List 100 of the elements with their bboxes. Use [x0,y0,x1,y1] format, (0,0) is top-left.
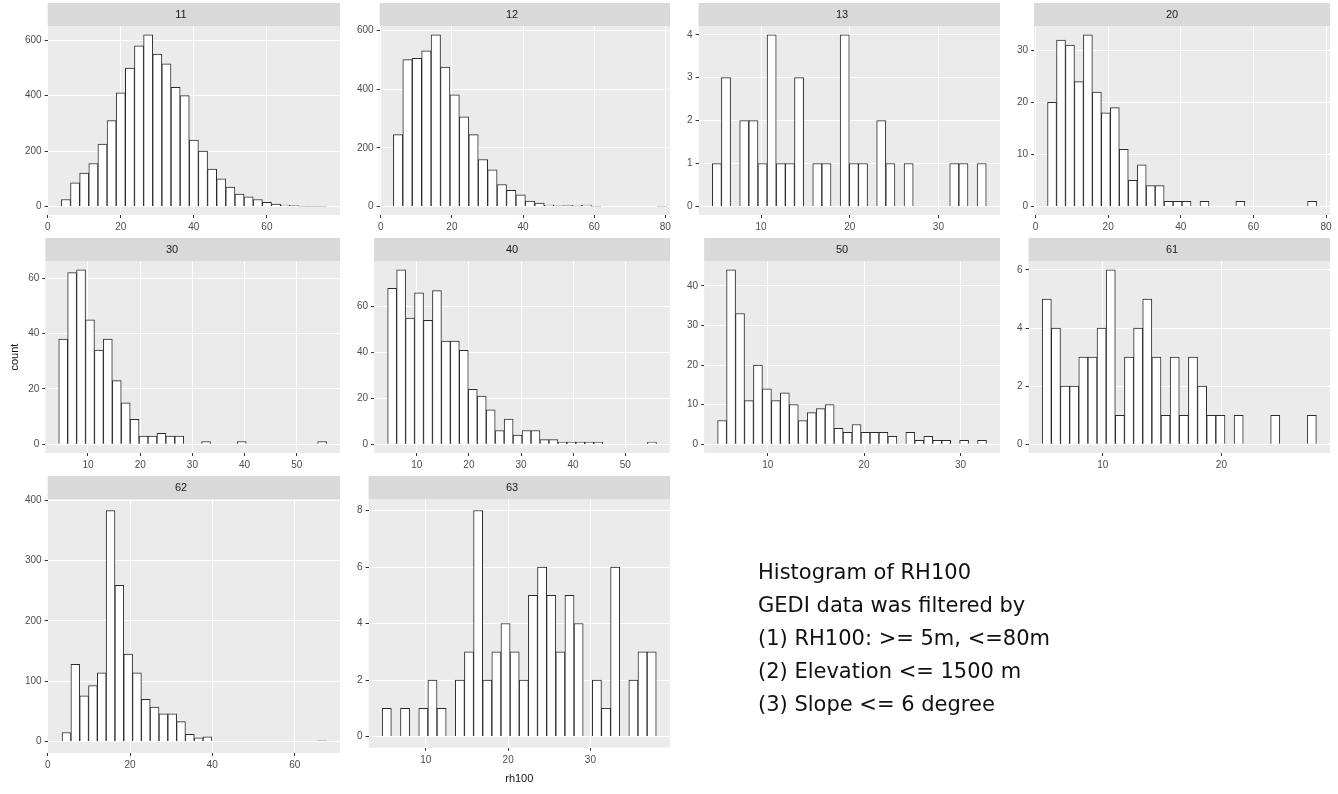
x-tick-label: 10 [420,753,432,765]
y-tick-label: 0 [33,438,40,450]
y-tick-label: 10 [687,398,699,410]
y-tick-label: 3 [687,71,693,83]
y-tick-label: 0 [692,438,699,450]
chart-title: 12 [505,7,519,20]
x-tick-label: 20 [502,753,515,765]
y-tick-label: 0 [368,200,375,212]
x-tick-label: 30 [186,458,199,470]
x-tick-label: 20 [858,458,871,470]
x-tick-label: 60 [588,220,601,232]
x-tick-label: 10 [82,458,94,470]
y-tick-label: 40 [687,279,699,291]
x-tick-label: 80 [659,220,672,232]
y-tick-label: 20 [687,358,699,370]
x-axis-title: rh100 [505,772,534,785]
y-tick-label: 600 [357,24,375,36]
x-tick-label: 0 [44,220,51,232]
x-tick-label: 50 [619,458,632,470]
y-tick-label: 200 [25,144,43,156]
y-tick-label: 2 [687,114,693,126]
y-tick-label: 6 [1017,263,1023,275]
x-tick-label: 60 [289,758,301,770]
y-tick-label: 30 [687,319,699,331]
y-tick-label: 60 [357,300,369,312]
x-tick-label: 10 [755,220,768,232]
y-tick-label: 20 [357,392,369,404]
text: (1) RH100: >= 5m, <=80m [758,625,1051,652]
y-tick-label: 400 [25,89,43,101]
y-tick-label: 6 [357,560,363,572]
y-tick-label: 20 [1017,96,1029,108]
chart-title: 13 [835,7,849,20]
y-tick-label: 400 [357,82,375,94]
x-tick-label: 40 [188,220,200,232]
y-tick-label: 60 [28,271,40,283]
y-tick-label: 0 [687,200,693,212]
x-tick-label: 40 [206,758,219,770]
x-tick-label: 20 [1102,220,1115,232]
y-tick-label: 4 [357,617,363,629]
x-tick-label: 30 [515,458,528,470]
chart-title: 62 [174,480,188,493]
x-tick-label: 0 [44,758,51,770]
x-tick-label: 20 [1215,458,1228,470]
y-tick-label: 300 [25,554,43,566]
y-tick-label: 0 [362,438,369,450]
x-tick-label: 40 [517,220,530,232]
y-tick-label: 0 [36,200,43,212]
y-tick-label: 600 [25,34,43,46]
y-tick-label: 4 [687,28,693,40]
x-tick-label: 40 [1175,220,1187,232]
y-tick-label: 0 [1017,438,1023,450]
x-tick-label: 10 [411,458,423,470]
x-tick-label: 40 [239,458,251,470]
y-tick-label: 0 [357,730,363,742]
chart-title: 50 [835,242,849,255]
x-tick-label: 20 [463,458,475,470]
x-tick-label: 60 [1247,220,1260,232]
x-tick-label: 30 [584,753,597,765]
y-tick-label: 0 [36,735,43,747]
x-tick-label: 20 [446,220,458,232]
x-tick-label: 30 [932,220,945,232]
chart-title: 30 [165,242,179,255]
chart-title: 63 [505,480,519,493]
x-tick-label: 40 [567,458,580,470]
x-tick-label: 80 [1320,220,1333,232]
y-tick-label: 40 [28,327,40,339]
x-tick-label: 60 [261,220,273,232]
x-tick-label: 10 [1097,458,1109,470]
chart-title: 11 [175,7,187,20]
y-tick-label: 40 [357,346,369,358]
y-tick-label: 4 [1017,321,1023,333]
y-tick-label: 2 [357,673,363,685]
y-tick-label: 2 [1017,379,1023,391]
chart-title: 20 [1165,7,1179,20]
y-axis-title: count [7,343,20,371]
y-tick-label: 200 [357,141,375,153]
y-tick-label: 0 [1022,200,1029,212]
y-tick-label: 400 [25,494,43,506]
y-tick-label: 20 [28,382,40,394]
y-tick-label: 1 [687,157,693,169]
x-tick-label: 50 [291,458,303,470]
chart-title: 61 [1165,242,1179,255]
x-tick-label: 0 [377,220,384,232]
y-tick-label: 100 [25,675,43,687]
y-tick-label: 10 [1017,148,1029,160]
text: (3) Slope <= 6 degree [758,691,996,718]
x-tick-label: 20 [844,220,856,232]
y-tick-label: 200 [25,614,43,626]
chart-title: 40 [505,242,519,255]
x-tick-label: 20 [124,758,137,770]
y-tick-label: 30 [1017,44,1029,56]
x-tick-label: 30 [954,458,967,470]
text: Histogram of RH100 [758,559,972,586]
x-tick-label: 20 [134,458,147,470]
text: GEDI data was filtered by [758,592,1027,619]
x-tick-label: 0 [1032,220,1039,232]
x-tick-label: 10 [762,458,774,470]
y-tick-label: 8 [357,504,363,516]
x-tick-label: 20 [115,220,127,232]
text: (2) Elevation <= 1500 m [758,658,1023,685]
